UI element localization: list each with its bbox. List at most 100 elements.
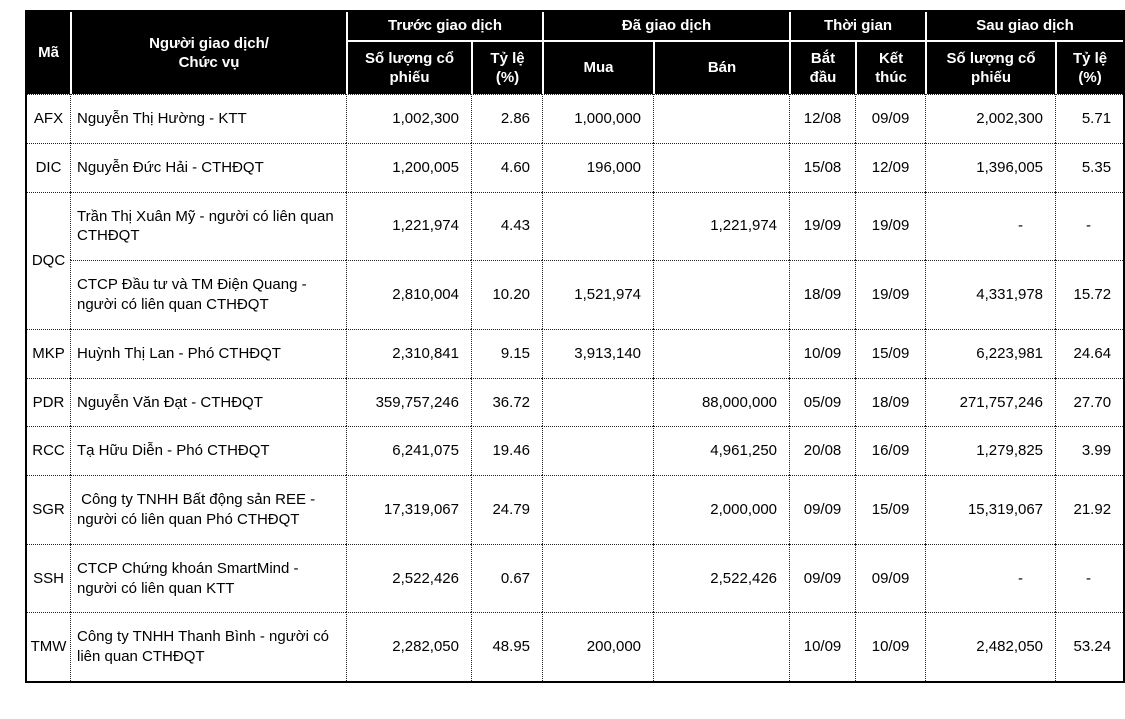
cell-buy: 196,000	[542, 142, 654, 192]
table-row: DQC Trần Thị Xuân Mỹ - người có liên quan…	[27, 191, 1124, 329]
cell-trader: Nguyễn Thị Hường - KTT	[70, 94, 346, 143]
table-row: RCC Tạ Hữu Diễn - Phó CTHĐQT 6,241,075 19.4…	[27, 426, 1124, 476]
cell-buy	[542, 475, 654, 544]
header-buy: Mua	[542, 40, 654, 94]
header-group-before: Trước giao dịch	[346, 12, 543, 40]
cell-end-date: 19/09	[855, 191, 926, 261]
header-after-pct: Tỷ lệ (%)	[1055, 40, 1124, 94]
cell-code: DQC	[27, 191, 70, 329]
table-row: TMW Công ty TNHH Thanh Bình - người có li…	[27, 612, 1124, 681]
cell-after-shares: -	[925, 543, 1056, 613]
insider-transactions-table: Mã Người giao dịch/ Chức vụ Trước giao d…	[25, 10, 1125, 683]
cell-trader: CTCP Chứng khoán SmartMind - người có li…	[70, 543, 346, 613]
cell-end-date: 10/09	[855, 612, 926, 681]
cell-start-date: 09/09	[789, 475, 856, 544]
cell-start-date: 12/08	[789, 94, 856, 143]
cell-after-pct: 21.92	[1055, 475, 1124, 544]
cell-sell	[653, 94, 790, 143]
header-group-traded: Đã giao dịch	[542, 12, 790, 40]
cell-trader: Nguyễn Văn Đạt - CTHĐQT	[70, 377, 346, 427]
cell-code: PDR	[27, 377, 70, 427]
cell-after-shares: -	[925, 191, 1056, 261]
cell-before-shares: 359,757,246	[346, 377, 471, 427]
cell-sell	[653, 142, 790, 192]
cell-end-date: 19/09	[855, 260, 926, 329]
header-sub-row: Số lượng cổ phiếu Tỷ lệ (%) Mua Bán Bắt …	[27, 40, 1124, 94]
header-date-start: Bắt đầu	[789, 40, 856, 94]
cell-before-pct: 4.60	[471, 142, 543, 192]
table-row: SGR Công ty TNHH Bất động sản REE - ngườ…	[27, 475, 1124, 544]
header-date-end: Kết thúc	[855, 40, 926, 94]
table-row: CTCP Đầu tư và TM Điện Quang - người có …	[27, 260, 1124, 329]
cell-end-date: 15/09	[855, 328, 926, 378]
cell-after-shares: 271,757,246	[925, 377, 1056, 427]
cell-before-pct: 4.43	[471, 191, 543, 261]
cell-after-pct: 3.99	[1055, 426, 1124, 476]
cell-sell: 2,522,426	[653, 543, 790, 613]
table-body: AFX Nguyễn Thị Hường - KTT 1,002,300 2.86 1,…	[27, 94, 1124, 681]
cell-buy: 1,521,974	[542, 260, 654, 329]
cell-start-date: 15/08	[789, 142, 856, 192]
header-trader: Người giao dịch/ Chức vụ	[70, 12, 346, 94]
cell-buy	[542, 377, 654, 427]
cell-after-shares: 4,331,978	[925, 260, 1056, 329]
cell-before-shares: 17,319,067	[346, 475, 471, 544]
cell-buy	[542, 191, 654, 261]
cell-trader: Nguyễn Đức Hải - CTHĐQT	[70, 142, 346, 192]
cell-after-pct: 27.70	[1055, 377, 1124, 427]
cell-before-shares: 6,241,075	[346, 426, 471, 476]
cell-buy: 1,000,000	[542, 94, 654, 143]
header-group-row: Mã Người giao dịch/ Chức vụ Trước giao d…	[27, 12, 1124, 94]
cell-start-date: 20/08	[789, 426, 856, 476]
cell-before-shares: 1,221,974	[346, 191, 471, 261]
cell-buy: 200,000	[542, 612, 654, 681]
header-group-time: Thời gian	[789, 12, 926, 40]
table-row: MKP Huỳnh Thị Lan - Phó CTHĐQT 2,310,841 9.…	[27, 328, 1124, 378]
cell-after-shares: 15,319,067	[925, 475, 1056, 544]
cell-trader: Trần Thị Xuân Mỹ - người có liên quan CT…	[70, 191, 346, 261]
cell-sell: 4,961,250	[653, 426, 790, 476]
cell-code: MKP	[27, 328, 70, 378]
cell-before-pct: 10.20	[471, 260, 543, 329]
cell-after-pct: 53.24	[1055, 612, 1124, 681]
cell-before-pct: 36.72	[471, 377, 543, 427]
cell-code: AFX	[27, 94, 70, 143]
cell-after-shares: 1,396,005	[925, 142, 1056, 192]
cell-before-shares: 2,810,004	[346, 260, 471, 329]
cell-code: RCC	[27, 426, 70, 476]
header-group-after: Sau giao dịch	[925, 12, 1124, 40]
cell-code: SGR	[27, 475, 70, 544]
cell-after-pct: 5.35	[1055, 142, 1124, 192]
cell-before-shares: 2,522,426	[346, 543, 471, 613]
table-row: SSH CTCP Chứng khoán SmartMind - người có…	[27, 543, 1124, 613]
cell-sell: 2,000,000	[653, 475, 790, 544]
cell-after-pct: 5.71	[1055, 94, 1124, 143]
cell-end-date: 15/09	[855, 475, 926, 544]
cell-code: TMW	[27, 612, 70, 681]
cell-before-shares: 2,282,050	[346, 612, 471, 681]
cell-start-date: 19/09	[789, 191, 856, 261]
cell-trader: Công ty TNHH Bất động sản REE - người có…	[70, 475, 346, 544]
cell-before-pct: 9.15	[471, 328, 543, 378]
cell-end-date: 16/09	[855, 426, 926, 476]
cell-before-pct: 48.95	[471, 612, 543, 681]
header-before-shares: Số lượng cổ phiếu	[346, 40, 471, 94]
cell-before-pct: 19.46	[471, 426, 543, 476]
header-code: Mã	[27, 12, 70, 94]
cell-code: SSH	[27, 543, 70, 613]
cell-before-shares: 2,310,841	[346, 328, 471, 378]
cell-before-shares: 1,200,005	[346, 142, 471, 192]
cell-buy: 3,913,140	[542, 328, 654, 378]
cell-after-shares: 6,223,981	[925, 328, 1056, 378]
table-row: DIC Nguyễn Đức Hải - CTHĐQT 1,200,005 4.60 1…	[27, 142, 1124, 192]
header-sell: Bán	[653, 40, 790, 94]
cell-end-date: 18/09	[855, 377, 926, 427]
cell-start-date: 10/09	[789, 328, 856, 378]
cell-trader: Tạ Hữu Diễn - Phó CTHĐQT	[70, 426, 346, 476]
cell-start-date: 18/09	[789, 260, 856, 329]
table-row: PDR Nguyễn Văn Đạt - CTHĐQT 359,757,246 36.…	[27, 377, 1124, 427]
cell-before-pct: 0.67	[471, 543, 543, 613]
cell-end-date: 09/09	[855, 94, 926, 143]
cell-after-shares: 2,002,300	[925, 94, 1056, 143]
cell-sell	[653, 260, 790, 329]
